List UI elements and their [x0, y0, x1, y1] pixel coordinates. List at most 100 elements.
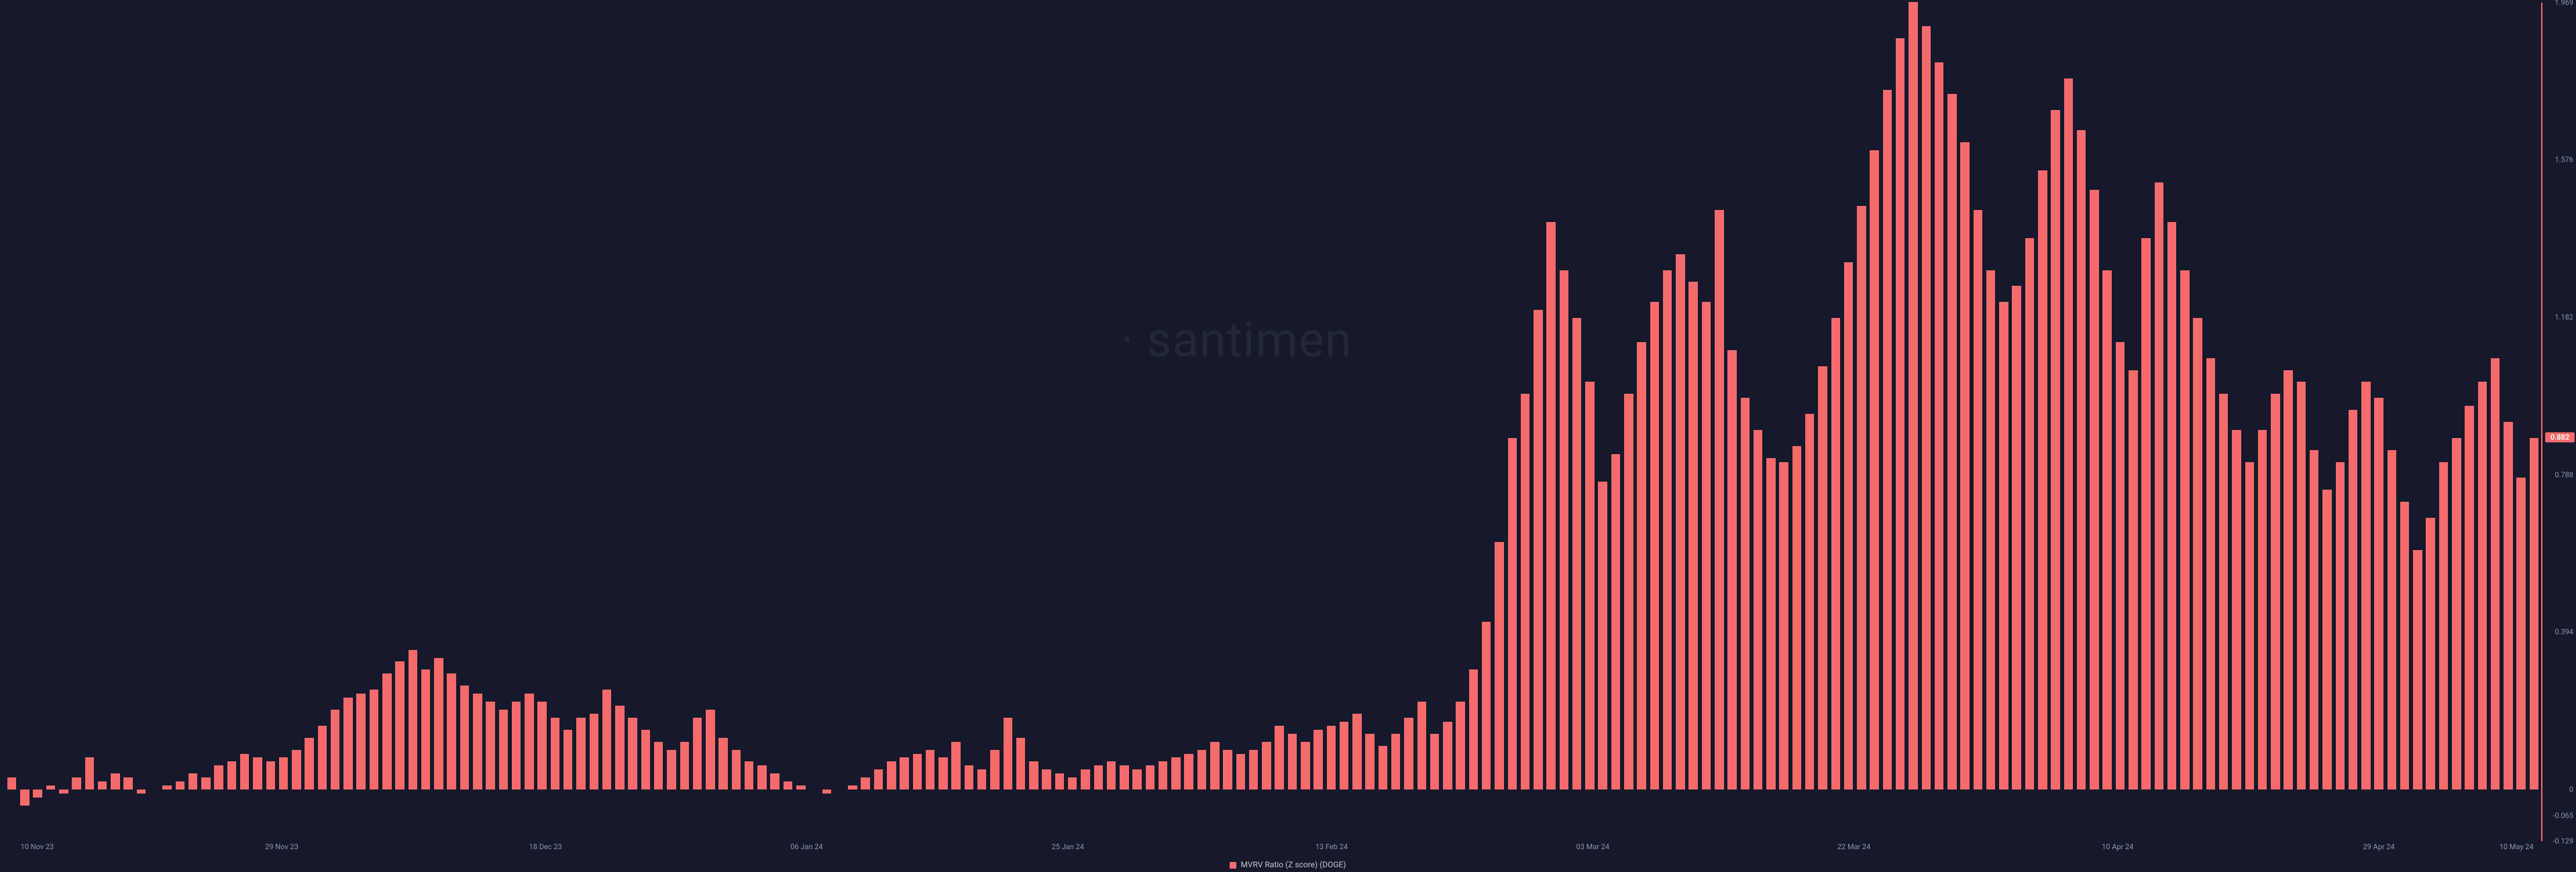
bar: [1663, 270, 1672, 790]
bar: [2336, 462, 2345, 790]
bar: [1288, 734, 1297, 789]
bar: [343, 698, 352, 789]
bar: [201, 777, 210, 789]
bar-slot: [419, 3, 432, 789]
current-value-badge: 0.882: [2545, 432, 2575, 442]
bar: [1974, 210, 1982, 789]
y-axis-line: [2541, 3, 2542, 841]
bar-slot: [885, 3, 898, 789]
bar: [1120, 765, 1128, 789]
bar: [1404, 718, 1413, 789]
bar: [1534, 310, 1542, 789]
bar-slot: [1687, 3, 1700, 789]
bar: [214, 765, 223, 789]
bar: [1521, 394, 1529, 789]
bar: [1482, 622, 1491, 789]
bar-slot: [730, 3, 743, 789]
bar: [2167, 222, 2176, 789]
bar: [2219, 394, 2228, 789]
bar: [1572, 318, 1581, 789]
bar: [525, 694, 533, 789]
bar: [1068, 777, 1077, 789]
bar: [98, 781, 107, 789]
bar-slot: [833, 3, 846, 789]
bar-slot: [807, 3, 820, 789]
bar-slot: [70, 3, 83, 789]
bar: [189, 773, 197, 789]
x-tick-label: 13 Feb 24: [1316, 842, 1348, 851]
bar-slot: [2398, 3, 2411, 789]
x-tick-label: 18 Dec 23: [529, 842, 562, 851]
bar-slot: [1583, 3, 1596, 789]
bar: [292, 750, 301, 790]
bar-slot: [716, 3, 729, 789]
bar-slot: [1247, 3, 1260, 789]
bar: [1585, 382, 1594, 789]
bar-slot: [135, 3, 148, 789]
bar: [1611, 454, 1620, 789]
bar-slot: [393, 3, 406, 789]
bar: [1715, 210, 1723, 789]
bar: [757, 765, 766, 789]
bar-slot: [277, 3, 290, 789]
bar-slot: [1467, 3, 1480, 789]
bar-slot: [1842, 3, 1855, 789]
bar-slot: [1208, 3, 1221, 789]
bar: [2129, 370, 2137, 790]
bar: [7, 777, 16, 789]
bar: [693, 718, 702, 789]
bar-slot: [1958, 3, 1971, 789]
bar: [473, 694, 482, 789]
bar: [1727, 350, 1736, 789]
bar-slot: [1855, 3, 1868, 789]
bar-slot: [18, 3, 31, 789]
bar: [1857, 206, 1866, 789]
bar: [1508, 438, 1517, 789]
bar-slot: [1713, 3, 1725, 789]
bar: [1986, 270, 1995, 790]
bar-slot: [1558, 3, 1570, 789]
bar: [1947, 94, 1956, 789]
bar-slot: [2153, 3, 2165, 789]
bar: [537, 702, 546, 789]
bar-slot: [32, 3, 44, 789]
bar: [1197, 750, 1206, 790]
bar: [551, 718, 559, 789]
bar: [874, 769, 883, 789]
bar: [1688, 282, 1697, 789]
x-tick-label: 06 Jan 24: [790, 842, 822, 851]
x-tick-label: 10 Apr 24: [2102, 842, 2133, 851]
bar: [1391, 734, 1400, 789]
bar: [20, 789, 29, 806]
bar-slot: [2269, 3, 2282, 789]
bar-slot: [1377, 3, 1389, 789]
bar-slot: [2178, 3, 2191, 789]
bar: [2465, 406, 2473, 789]
bar-slot: [1221, 3, 1234, 789]
bar-slot: [380, 3, 393, 789]
bar: [1430, 734, 1439, 789]
bar: [990, 750, 999, 790]
bar: [1495, 542, 1503, 789]
bar: [512, 702, 521, 789]
bar-slot: [600, 3, 613, 789]
bar: [2064, 78, 2073, 790]
bar-slot: [1725, 3, 1738, 789]
bar-slot: [160, 3, 173, 789]
bar: [2400, 502, 2409, 789]
bar: [1844, 262, 1853, 789]
bar-slot: [1118, 3, 1130, 789]
bar-slot: [1428, 3, 1441, 789]
bar-slot: [497, 3, 510, 789]
bar-slot: [665, 3, 678, 789]
bar: [1275, 726, 1283, 789]
bar: [253, 757, 262, 789]
bar-slot: [1480, 3, 1493, 789]
bar-slot: [1622, 3, 1635, 789]
bar: [2413, 550, 2422, 789]
bar-slot: [484, 3, 496, 789]
bar-slot: [2282, 3, 2295, 789]
bar: [1236, 754, 1245, 790]
legend: MVRV Ratio (Z score) (DOGE): [0, 860, 2576, 869]
bar-slot: [1002, 3, 1014, 789]
